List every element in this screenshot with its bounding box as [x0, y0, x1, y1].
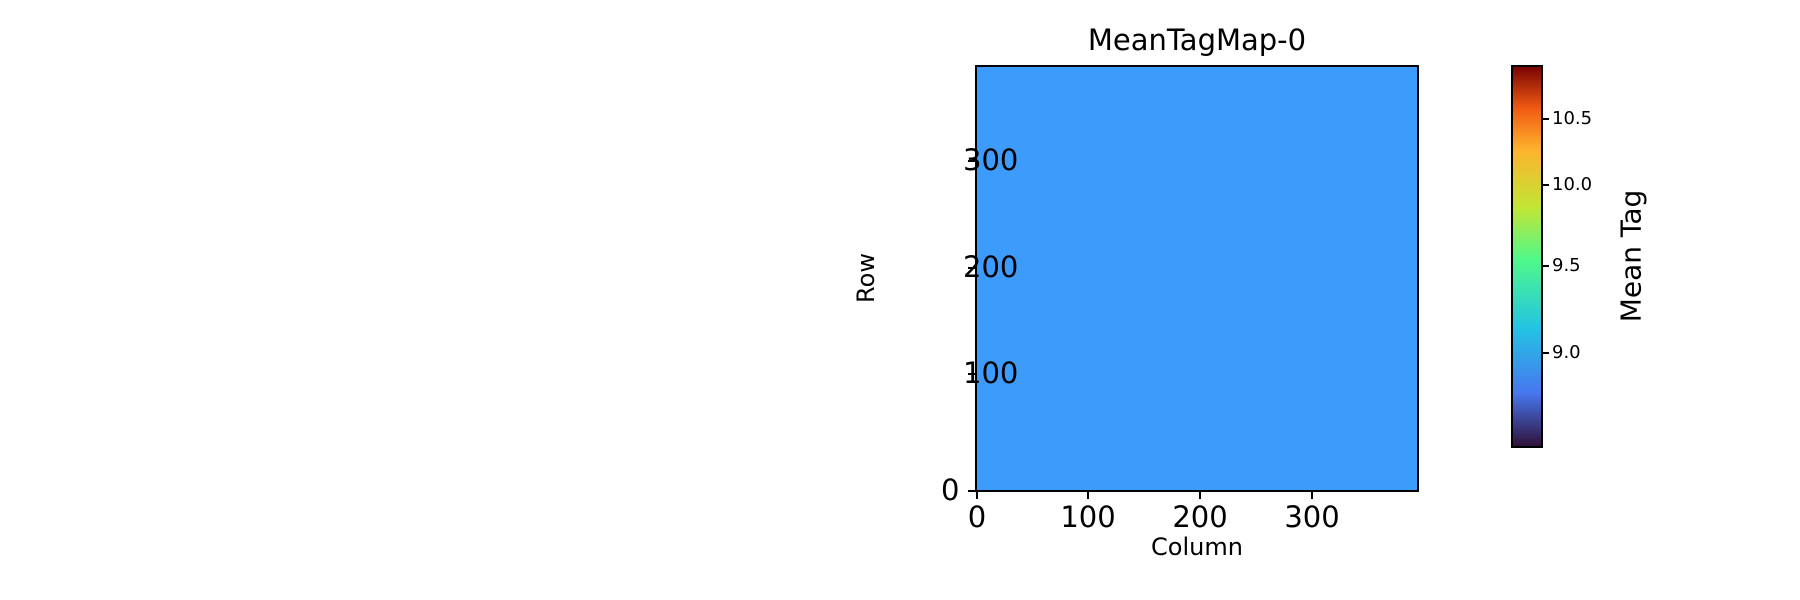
x-tick-label-100: 100 — [1060, 500, 1116, 534]
x-tick-mark-300 — [1311, 492, 1313, 499]
colorbar-tick-label-10-5: 10.5 — [1552, 108, 1593, 130]
y-tick-mark-200 — [968, 267, 975, 269]
colorbar-gradient — [1513, 67, 1541, 446]
colorbar-tick-mark-10-5 — [1543, 118, 1549, 120]
y-tick-mark-0 — [968, 490, 975, 492]
chart-title: MeanTagMap-0 — [1087, 23, 1307, 57]
colorbar-tick-mark-10-0 — [1543, 184, 1549, 186]
heatmap-axes[interactable] — [975, 65, 1419, 492]
colorbar-tick-mark-9-0 — [1543, 352, 1549, 354]
x-tick-mark-0 — [976, 492, 978, 499]
x-tick-label-200: 200 — [1172, 500, 1228, 534]
x-tick-mark-200 — [1199, 492, 1201, 499]
y-tick-mark-100 — [968, 373, 975, 375]
x-axis-label: Column — [1151, 533, 1243, 561]
y-tick-mark-300 — [968, 160, 975, 162]
colorbar[interactable] — [1511, 65, 1543, 448]
colorbar-label: Mean Tag — [1614, 189, 1648, 323]
colorbar-tick-label-9-0: 9.0 — [1552, 342, 1581, 364]
heatmap-image — [977, 67, 1417, 490]
y-axis-label: Row — [852, 253, 880, 303]
colorbar-tick-label-9-5: 9.5 — [1552, 255, 1581, 277]
colorbar-tick-label-10-0: 10.0 — [1552, 174, 1593, 196]
x-tick-label-0: 0 — [967, 500, 987, 534]
x-tick-label-300: 300 — [1284, 500, 1340, 534]
x-tick-mark-100 — [1087, 492, 1089, 499]
colorbar-tick-mark-9-5 — [1543, 265, 1549, 267]
